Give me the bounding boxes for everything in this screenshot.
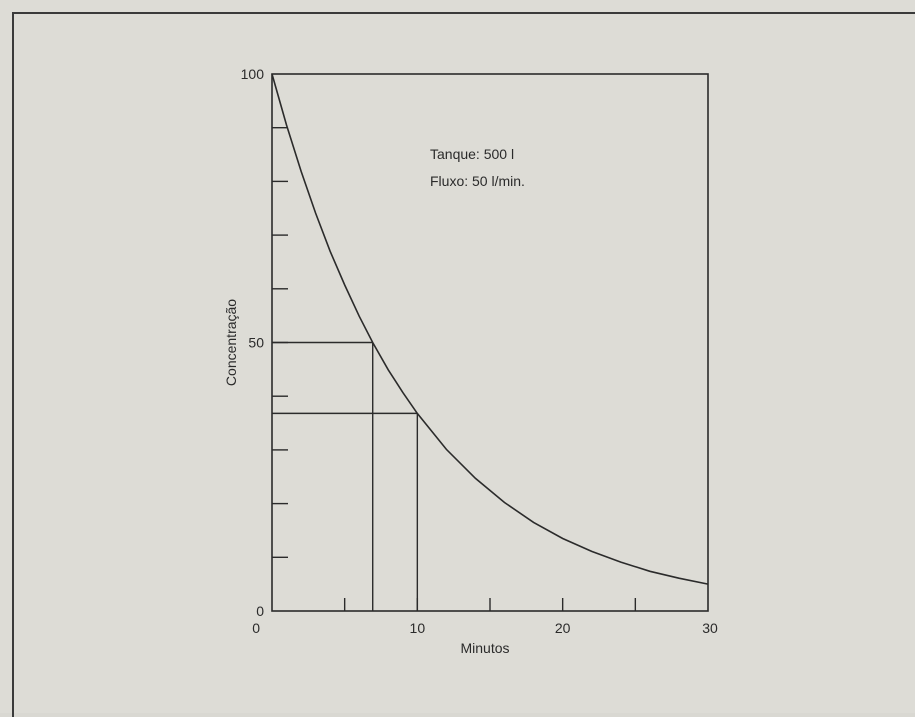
y-axis-ticks: 0 50 100 bbox=[241, 66, 288, 619]
y-tick-label-1: 50 bbox=[248, 335, 264, 351]
annotation-flow: Fluxo: 50 l/min. bbox=[430, 173, 525, 189]
y-tick-label-0: 0 bbox=[256, 603, 264, 619]
concentration-curve bbox=[271, 73, 709, 585]
x-tick-label-3: 30 bbox=[702, 620, 718, 636]
reference-lines bbox=[272, 341, 419, 611]
figure-frame bbox=[12, 12, 915, 717]
annotation-tank: Tanque: 500 l bbox=[430, 146, 514, 162]
y-tick-label-2: 100 bbox=[241, 66, 265, 82]
x-axis-ticks: 0 10 20 30 bbox=[252, 598, 718, 636]
x-tick-label-0: 0 bbox=[252, 620, 260, 636]
y-axis-label: Concentração bbox=[223, 299, 239, 386]
x-tick-label-1: 10 bbox=[410, 620, 426, 636]
x-axis-label: Minutos bbox=[460, 640, 509, 656]
x-tick-label-2: 20 bbox=[555, 620, 571, 636]
